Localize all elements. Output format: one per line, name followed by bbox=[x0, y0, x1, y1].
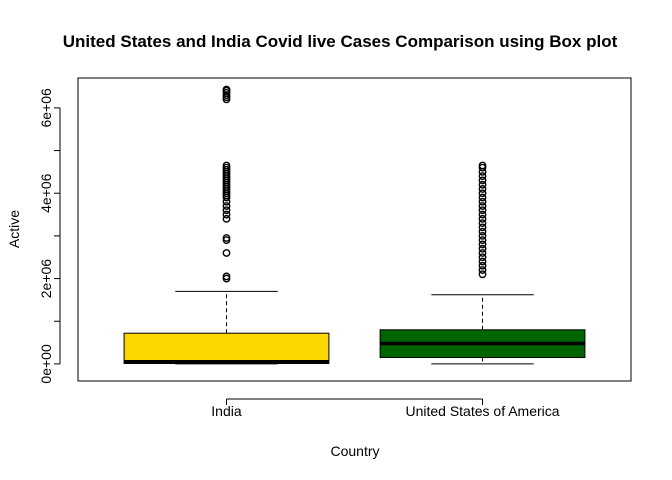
boxes bbox=[123, 85, 586, 365]
outlier-point bbox=[222, 214, 231, 223]
outlier-point bbox=[222, 249, 231, 257]
outlier-point bbox=[478, 214, 487, 223]
outlier-point bbox=[478, 232, 487, 240]
outlier-point bbox=[478, 219, 487, 227]
box-usa bbox=[379, 161, 586, 365]
outlier-point bbox=[478, 236, 487, 245]
x-tick-label: India bbox=[211, 403, 242, 419]
x-tick-label: United States of America bbox=[405, 403, 559, 419]
box-india bbox=[123, 85, 330, 365]
outlier-point bbox=[478, 270, 487, 279]
y-tick-label: 4e+06 bbox=[38, 173, 54, 213]
x-axis: India United States of America bbox=[211, 398, 560, 419]
outlier-point bbox=[222, 234, 231, 242]
y-axis-label: Active bbox=[6, 210, 22, 248]
outlier-point bbox=[478, 180, 487, 189]
outlier-point bbox=[478, 223, 487, 232]
outlier-point bbox=[222, 161, 231, 170]
outlier-point bbox=[478, 197, 487, 206]
y-tick-label: 0e+00 bbox=[38, 344, 54, 384]
outlier-point bbox=[478, 189, 487, 198]
outlier-point bbox=[478, 172, 487, 181]
outlier-point bbox=[222, 210, 231, 219]
outlier-point bbox=[478, 176, 487, 185]
chart-title: United States and India Covid live Cases… bbox=[63, 32, 618, 51]
box-iqr bbox=[123, 332, 330, 365]
x-axis-label: Country bbox=[330, 443, 379, 459]
outlier-point bbox=[478, 185, 487, 193]
outlier-point bbox=[222, 272, 231, 281]
y-axis: 0e+00 2e+06 4e+06 6e+06 bbox=[38, 88, 61, 384]
outlier-point bbox=[478, 261, 487, 270]
outlier-point bbox=[478, 206, 487, 215]
outlier-point bbox=[222, 85, 231, 94]
outlier-point bbox=[222, 202, 231, 210]
outlier-point bbox=[478, 202, 487, 210]
plot-frame bbox=[77, 77, 632, 382]
outlier-point bbox=[478, 266, 487, 274]
outlier-point bbox=[222, 206, 231, 215]
outlier-point bbox=[478, 161, 487, 170]
y-tick-label: 6e+06 bbox=[38, 88, 54, 128]
outlier-point bbox=[478, 253, 487, 262]
outlier-point bbox=[478, 227, 487, 236]
outlier-point bbox=[478, 244, 487, 253]
outlier-point bbox=[478, 257, 487, 266]
outlier-point bbox=[478, 193, 487, 202]
outlier-point bbox=[478, 240, 487, 249]
outlier-point bbox=[478, 249, 487, 257]
y-tick-label: 2e+06 bbox=[38, 259, 54, 299]
outlier-point bbox=[478, 210, 487, 219]
